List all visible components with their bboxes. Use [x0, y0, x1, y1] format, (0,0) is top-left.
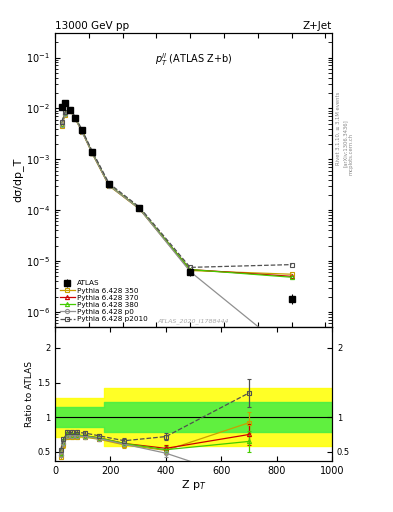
Pythia 6.428 350 — [73, 116, 78, 122]
X-axis label: Z p$_T$: Z p$_T$ — [181, 478, 206, 493]
Pythia 6.428 p2010 — [90, 148, 95, 154]
Pythia 6.428 370 — [68, 107, 73, 113]
Pythia 6.428 370 — [188, 266, 193, 272]
Pythia 6.428 p2010 — [59, 119, 64, 125]
Line: Pythia 6.428 p0: Pythia 6.428 p0 — [60, 109, 294, 356]
Pythia 6.428 370 — [137, 205, 142, 211]
Pythia 6.428 350 — [63, 112, 68, 118]
Pythia 6.428 p2010 — [80, 127, 84, 133]
Text: mcplots.cern.ch: mcplots.cern.ch — [349, 133, 354, 175]
Line: Pythia 6.428 370: Pythia 6.428 370 — [60, 108, 294, 279]
Text: Z+Jet: Z+Jet — [303, 21, 332, 31]
Pythia 6.428 380 — [289, 274, 294, 280]
Text: $p_T^{ll}$ (ATLAS Z+b): $p_T^{ll}$ (ATLAS Z+b) — [155, 51, 232, 68]
Pythia 6.428 p0 — [107, 182, 112, 188]
Pythia 6.428 350 — [90, 151, 95, 157]
Pythia 6.428 370 — [59, 121, 64, 127]
Pythia 6.428 380 — [73, 115, 78, 121]
Pythia 6.428 350 — [68, 108, 73, 114]
Text: ATLAS_2020_I1788444: ATLAS_2020_I1788444 — [158, 318, 229, 324]
Pythia 6.428 370 — [107, 182, 112, 188]
Text: Rivet 3.1.10, ≥ 3.1M events: Rivet 3.1.10, ≥ 3.1M events — [336, 91, 341, 165]
Pythia 6.428 p0 — [188, 268, 193, 274]
Pythia 6.428 380 — [68, 107, 73, 113]
Pythia 6.428 p2010 — [137, 204, 142, 210]
Pythia 6.428 350 — [289, 271, 294, 278]
Text: [arXiv:1306.3436]: [arXiv:1306.3436] — [343, 119, 348, 167]
Pythia 6.428 380 — [59, 121, 64, 127]
Pythia 6.428 380 — [188, 266, 193, 272]
Legend: ATLAS, Pythia 6.428 350, Pythia 6.428 370, Pythia 6.428 380, Pythia 6.428 p0, Py: ATLAS, Pythia 6.428 350, Pythia 6.428 37… — [59, 279, 150, 324]
Pythia 6.428 350 — [80, 129, 84, 135]
Text: 13000 GeV pp: 13000 GeV pp — [55, 21, 129, 31]
Y-axis label: Ratio to ATLAS: Ratio to ATLAS — [25, 361, 34, 427]
Y-axis label: dσ/dp_T: dσ/dp_T — [12, 158, 23, 202]
Pythia 6.428 370 — [90, 150, 95, 156]
Pythia 6.428 p0 — [289, 351, 294, 357]
Pythia 6.428 370 — [289, 273, 294, 280]
Pythia 6.428 p0 — [63, 111, 68, 117]
Pythia 6.428 p0 — [73, 116, 78, 122]
Pythia 6.428 p0 — [137, 206, 142, 212]
Pythia 6.428 380 — [90, 150, 95, 156]
Pythia 6.428 p2010 — [63, 109, 68, 115]
Pythia 6.428 380 — [107, 182, 112, 188]
Pythia 6.428 350 — [59, 123, 64, 129]
Pythia 6.428 370 — [80, 128, 84, 134]
Pythia 6.428 380 — [137, 205, 142, 211]
Pythia 6.428 p2010 — [188, 264, 193, 270]
Pythia 6.428 p2010 — [73, 114, 78, 120]
Pythia 6.428 350 — [107, 183, 112, 189]
Pythia 6.428 p0 — [59, 121, 64, 127]
Pythia 6.428 350 — [188, 267, 193, 273]
Pythia 6.428 370 — [73, 115, 78, 121]
Pythia 6.428 p0 — [68, 108, 73, 114]
Pythia 6.428 350 — [137, 206, 142, 212]
Line: Pythia 6.428 350: Pythia 6.428 350 — [60, 109, 294, 276]
Pythia 6.428 p2010 — [289, 262, 294, 268]
Pythia 6.428 p2010 — [68, 106, 73, 112]
Pythia 6.428 p0 — [90, 150, 95, 156]
Pythia 6.428 370 — [63, 110, 68, 116]
Pythia 6.428 p2010 — [107, 180, 112, 186]
Line: Pythia 6.428 p2010: Pythia 6.428 p2010 — [60, 107, 294, 269]
Pythia 6.428 380 — [63, 110, 68, 116]
Line: Pythia 6.428 380: Pythia 6.428 380 — [60, 108, 294, 280]
Pythia 6.428 380 — [80, 128, 84, 134]
Pythia 6.428 p0 — [80, 129, 84, 135]
